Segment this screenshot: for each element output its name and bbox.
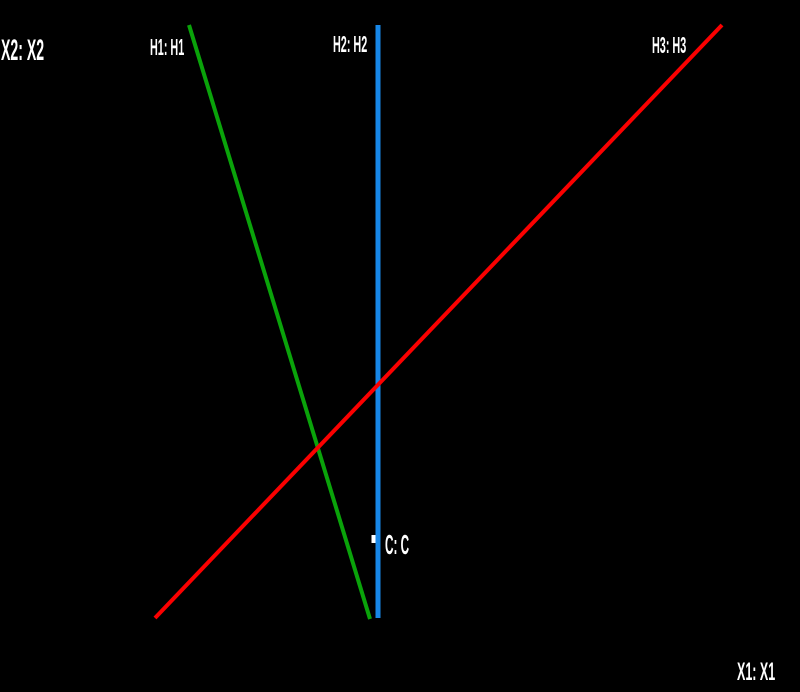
line-label-h3: H3: H3 — [652, 32, 687, 58]
point-marker-c — [371, 535, 377, 543]
series-line-1 — [187, 24, 372, 620]
point-label-c: C: C — [385, 529, 410, 560]
x1-axis-label: X1: X1 — [737, 658, 776, 686]
line-label-h2: H2: H2 — [333, 31, 368, 57]
line-label-h1: H1: H1 — [150, 34, 185, 60]
x2-axis-label: X2: X2 — [1, 34, 45, 67]
series-line-3 — [153, 23, 724, 620]
